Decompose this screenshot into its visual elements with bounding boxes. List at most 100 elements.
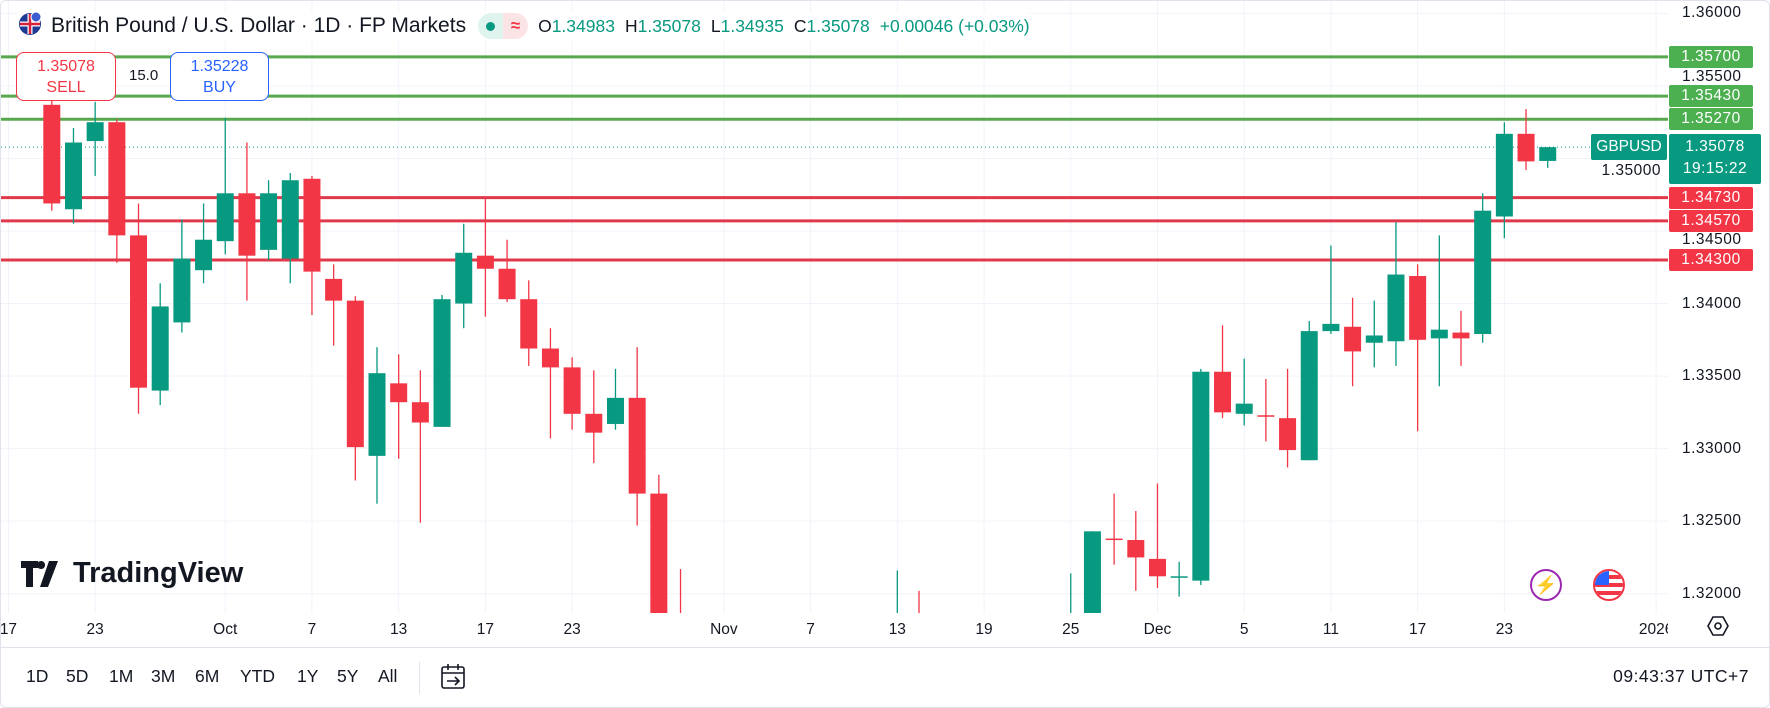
level-price-label: 1.35430 xyxy=(1669,85,1753,108)
candle-body xyxy=(390,383,408,403)
ohlc-values: O1.34983 H1.35078 L1.34935 C1.35078 +0.0… xyxy=(538,16,1030,37)
range-button-all[interactable]: All xyxy=(378,666,398,686)
time-tick-label: 17 xyxy=(1,621,18,638)
price-tick-label: 1.32000 xyxy=(1682,584,1742,602)
range-button-1y[interactable]: 1Y xyxy=(297,666,319,686)
time-tick-label: 25 xyxy=(1062,621,1080,638)
candle-body xyxy=(1539,147,1557,161)
time-tick-label: Dec xyxy=(1143,621,1172,638)
time-axis[interactable]: 17 23 Oct 7 13 17 23 Nov 7 13 19 25 Dec 5 11 17 23 2026 xyxy=(1,613,1668,645)
range-button-1m[interactable]: 1M xyxy=(109,666,134,686)
candle-body xyxy=(108,122,126,236)
symbol-title[interactable]: British Pound / U.S. Dollar · 1D · FP Ma… xyxy=(51,14,467,37)
candle-body xyxy=(1083,531,1101,613)
candle-body xyxy=(1127,540,1145,558)
tradingview-logo[interactable]: TradingView xyxy=(21,557,243,590)
candle-body xyxy=(1365,335,1383,343)
high-value: 1.35078 xyxy=(637,15,701,36)
price-tick-label: 1.33000 xyxy=(1682,439,1742,457)
close-label: C xyxy=(793,15,807,36)
lightning-event-icon[interactable]: ⚡ xyxy=(1530,569,1562,601)
candle-body xyxy=(1279,418,1297,451)
price-tick-label: 1.34500 xyxy=(1682,231,1742,249)
price-plot[interactable] xyxy=(1,1,1668,613)
candle-body xyxy=(1322,323,1340,332)
timezone-clock[interactable]: 09:43:37 UTC+7 xyxy=(1613,666,1749,686)
bottom-toolbar: 1D 5D 1M 3M 6M YTD 1Y 5Y All 09:43:37 UTC+7 xyxy=(1,647,1769,707)
price-axis[interactable]: 1.35700 1.35430 1.35270 1.34730 1.34570 1.343… xyxy=(1668,1,1769,613)
range-button-ytd[interactable]: YTD xyxy=(240,666,275,686)
time-tick-label: 23 xyxy=(563,621,581,638)
time-tick-label: 23 xyxy=(86,621,104,638)
chart-legend: British Pound / U.S. Dollar · 1D · FP Ma… xyxy=(17,11,1030,41)
level-price-label: 1.35270 xyxy=(1669,108,1753,131)
spread-value: 15.0 xyxy=(129,67,159,84)
time-tick-label: 7 xyxy=(806,621,815,638)
axis-settings-icon[interactable] xyxy=(1706,615,1730,642)
level-price-label: 1.34570 xyxy=(1669,209,1753,232)
candle-body xyxy=(86,122,104,142)
current-price-label: 1.35078 19:15:22 xyxy=(1669,134,1761,185)
open-label: O xyxy=(538,15,552,36)
candle-body xyxy=(238,193,256,256)
buy-button[interactable]: 1.35228 BUY xyxy=(170,52,269,101)
level-price-label: 1.34300 xyxy=(1669,249,1753,272)
time-tick-label: 13 xyxy=(390,621,408,638)
time-tick-label: 23 xyxy=(1495,621,1513,638)
candle-body xyxy=(1214,371,1232,413)
candle-body xyxy=(1105,538,1123,541)
price-tick-label: 1.35500 xyxy=(1682,67,1742,85)
candle-body xyxy=(1517,133,1535,162)
candle-body xyxy=(43,104,61,204)
range-button-6m[interactable]: 6M xyxy=(195,666,220,686)
us-flag-event-icon[interactable] xyxy=(1593,569,1625,601)
candle-body xyxy=(1452,332,1470,339)
range-button-3m[interactable]: 3M xyxy=(151,666,176,686)
candle-body xyxy=(216,193,234,242)
price-tick-label: 1.33500 xyxy=(1682,367,1742,385)
candle-body xyxy=(541,348,559,368)
range-button-5d[interactable]: 5D xyxy=(66,666,89,686)
open-value: 1.34983 xyxy=(551,15,615,36)
sell-button[interactable]: 1.35078 SELL xyxy=(16,52,116,101)
low-label: L xyxy=(710,15,721,36)
range-button-1d[interactable]: 1D xyxy=(26,666,49,686)
candle-body xyxy=(1474,210,1492,335)
candle-body xyxy=(1192,371,1210,581)
candle-body xyxy=(433,299,451,427)
buy-price: 1.35228 xyxy=(190,58,249,75)
candle-body xyxy=(1257,415,1275,417)
time-tick-label: 17 xyxy=(1409,621,1427,638)
time-tick-label: 11 xyxy=(1322,621,1339,638)
price-tick-label: 1.34000 xyxy=(1682,294,1742,312)
time-tick-label: 19 xyxy=(975,621,993,638)
time-tick-label: 2026 xyxy=(1638,621,1668,638)
candle-body xyxy=(1430,329,1448,339)
time-tick-label: 13 xyxy=(888,621,906,638)
close-value: 1.35078 xyxy=(806,15,870,36)
candle-body xyxy=(520,299,538,349)
candle-body xyxy=(1409,275,1427,340)
current-price-value: 1.35078 xyxy=(1685,138,1745,156)
tradingview-logo-icon xyxy=(21,560,58,587)
candle-body xyxy=(368,373,386,456)
time-tick-label: Nov xyxy=(710,621,738,638)
approx-data-icon[interactable]: ≈ xyxy=(503,13,529,39)
price-tick-label: 1.36000 xyxy=(1682,4,1742,22)
candle-body xyxy=(606,397,624,424)
logo-text: TradingView xyxy=(73,557,244,589)
bar-countdown: 19:15:22 xyxy=(1682,160,1748,178)
market-open-icon[interactable] xyxy=(478,13,504,39)
toolbar-divider xyxy=(419,662,420,694)
candle-body xyxy=(260,193,278,250)
candle-body xyxy=(628,397,646,494)
candle-body xyxy=(650,493,668,613)
candle-body xyxy=(498,268,516,300)
date-range-icon[interactable] xyxy=(439,662,467,697)
time-tick-label: Oct xyxy=(213,621,238,638)
candle-body xyxy=(303,178,321,272)
candle-body xyxy=(1344,326,1362,352)
candle-body xyxy=(64,142,82,210)
candle-body xyxy=(563,367,581,414)
range-button-5y[interactable]: 5Y xyxy=(337,666,359,686)
